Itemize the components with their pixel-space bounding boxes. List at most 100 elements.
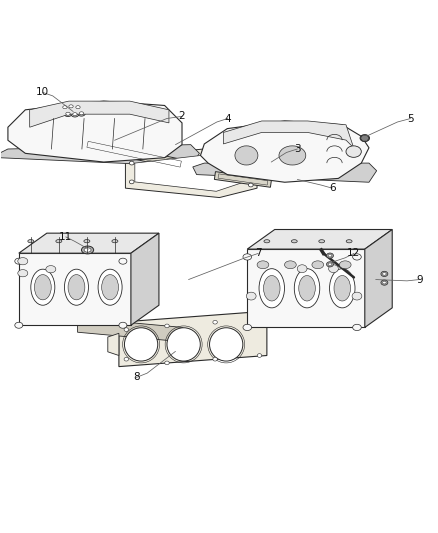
- Ellipse shape: [264, 240, 270, 243]
- Ellipse shape: [279, 146, 306, 165]
- Ellipse shape: [328, 263, 332, 265]
- Ellipse shape: [35, 274, 51, 300]
- Polygon shape: [125, 148, 257, 198]
- Ellipse shape: [334, 276, 350, 301]
- Ellipse shape: [28, 239, 34, 243]
- Ellipse shape: [352, 292, 362, 300]
- Ellipse shape: [112, 239, 118, 243]
- Polygon shape: [0, 144, 199, 166]
- Polygon shape: [30, 101, 169, 127]
- Ellipse shape: [98, 269, 122, 305]
- Text: 10: 10: [36, 87, 49, 98]
- Ellipse shape: [102, 274, 119, 300]
- Text: 8: 8: [133, 373, 140, 383]
- Ellipse shape: [64, 269, 88, 305]
- Ellipse shape: [67, 103, 75, 109]
- Ellipse shape: [360, 135, 370, 142]
- Ellipse shape: [326, 262, 333, 267]
- Ellipse shape: [257, 261, 269, 269]
- Ellipse shape: [18, 270, 28, 277]
- Text: 11: 11: [59, 232, 72, 242]
- Ellipse shape: [329, 269, 355, 308]
- Ellipse shape: [64, 111, 72, 117]
- Ellipse shape: [63, 106, 67, 109]
- Text: 4: 4: [224, 114, 231, 124]
- Ellipse shape: [235, 146, 258, 165]
- Polygon shape: [8, 101, 182, 162]
- Ellipse shape: [381, 271, 388, 277]
- Polygon shape: [119, 311, 267, 367]
- Polygon shape: [360, 135, 369, 141]
- Ellipse shape: [328, 254, 332, 257]
- Ellipse shape: [31, 269, 55, 305]
- Ellipse shape: [248, 158, 253, 162]
- Ellipse shape: [319, 240, 325, 243]
- Ellipse shape: [46, 265, 56, 273]
- Ellipse shape: [61, 104, 69, 110]
- Ellipse shape: [248, 183, 253, 187]
- Ellipse shape: [66, 112, 70, 115]
- Polygon shape: [78, 318, 183, 342]
- Ellipse shape: [18, 257, 28, 265]
- Text: 12: 12: [347, 248, 360, 259]
- Ellipse shape: [73, 112, 77, 116]
- Ellipse shape: [326, 253, 333, 258]
- Ellipse shape: [297, 265, 307, 272]
- Ellipse shape: [209, 328, 243, 361]
- Polygon shape: [223, 121, 353, 148]
- Ellipse shape: [243, 254, 251, 260]
- Ellipse shape: [129, 180, 134, 184]
- Ellipse shape: [81, 246, 94, 254]
- Ellipse shape: [68, 274, 85, 300]
- Ellipse shape: [294, 269, 320, 308]
- Ellipse shape: [291, 240, 297, 243]
- Ellipse shape: [346, 240, 352, 243]
- Ellipse shape: [165, 361, 169, 365]
- Ellipse shape: [264, 276, 280, 301]
- Polygon shape: [19, 253, 131, 325]
- Ellipse shape: [259, 269, 285, 308]
- Ellipse shape: [353, 324, 361, 330]
- Ellipse shape: [213, 357, 217, 361]
- Ellipse shape: [246, 292, 256, 300]
- Ellipse shape: [79, 112, 84, 115]
- Ellipse shape: [15, 258, 23, 264]
- Polygon shape: [214, 172, 272, 187]
- Polygon shape: [201, 121, 369, 182]
- Text: 2: 2: [179, 111, 185, 122]
- Ellipse shape: [119, 322, 127, 328]
- Ellipse shape: [124, 328, 128, 332]
- Ellipse shape: [124, 328, 158, 361]
- Text: 3: 3: [294, 144, 300, 154]
- Ellipse shape: [71, 111, 79, 117]
- Ellipse shape: [76, 106, 80, 109]
- Polygon shape: [193, 163, 377, 182]
- Ellipse shape: [167, 328, 200, 361]
- Ellipse shape: [381, 280, 388, 285]
- Text: 6: 6: [329, 183, 336, 193]
- Polygon shape: [131, 233, 159, 325]
- Polygon shape: [247, 230, 392, 249]
- Ellipse shape: [257, 354, 261, 357]
- Ellipse shape: [243, 324, 251, 330]
- Ellipse shape: [346, 146, 361, 157]
- Ellipse shape: [69, 105, 73, 108]
- Ellipse shape: [383, 272, 386, 275]
- Ellipse shape: [74, 104, 82, 110]
- Ellipse shape: [15, 322, 23, 328]
- Ellipse shape: [383, 281, 386, 284]
- Polygon shape: [19, 233, 159, 253]
- Ellipse shape: [299, 276, 315, 301]
- Polygon shape: [365, 230, 392, 327]
- Polygon shape: [135, 154, 244, 191]
- Ellipse shape: [328, 265, 339, 272]
- Ellipse shape: [285, 261, 296, 269]
- Polygon shape: [83, 139, 185, 169]
- Polygon shape: [247, 249, 365, 327]
- Ellipse shape: [84, 248, 91, 252]
- Ellipse shape: [257, 317, 261, 320]
- Ellipse shape: [312, 261, 324, 269]
- Ellipse shape: [124, 357, 128, 361]
- Ellipse shape: [165, 324, 169, 328]
- Ellipse shape: [78, 110, 85, 116]
